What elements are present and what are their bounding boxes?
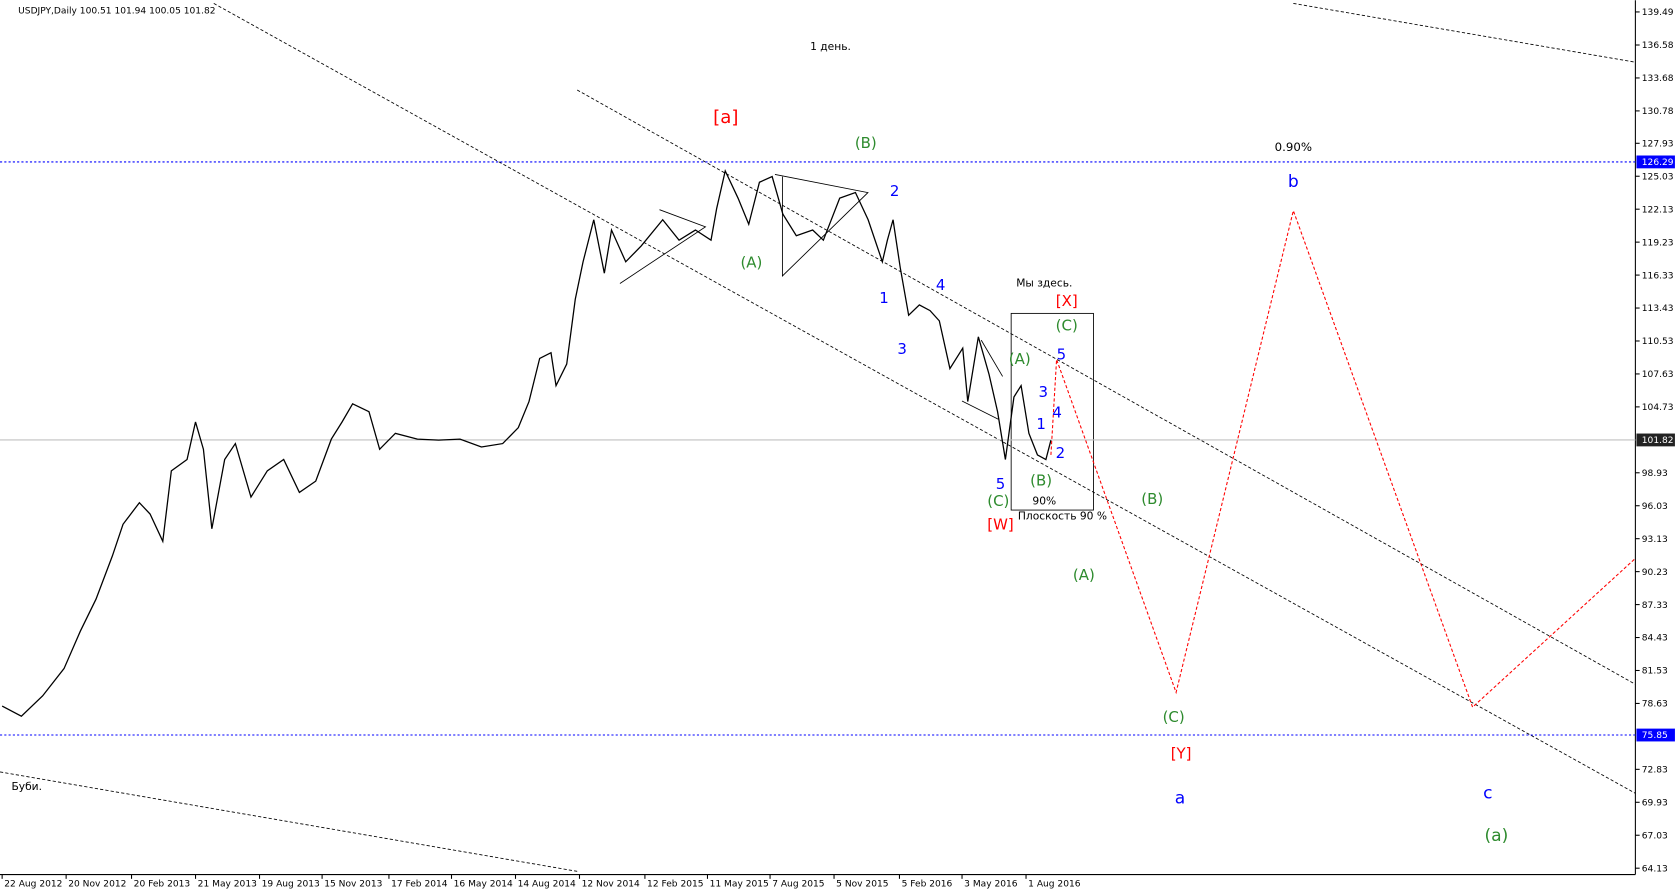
- y-tick-label: 110.53: [1642, 337, 1674, 347]
- y-tick-label: 81.53: [1642, 667, 1668, 677]
- wave-label: (C): [987, 492, 1009, 510]
- wave-label: Буби.: [11, 780, 42, 793]
- wave-label: 90%: [1032, 495, 1056, 508]
- triangle: [619, 209, 707, 284]
- x-tick-label: 14 Aug 2014: [518, 879, 576, 889]
- wave-label: b: [1288, 172, 1299, 192]
- x-tick-label: 20 Feb 2013: [134, 879, 191, 889]
- y-tick-label: 69.93: [1642, 798, 1668, 808]
- x-tick-label: 5 Nov 2015: [836, 879, 888, 889]
- level-label-box: [1636, 155, 1675, 169]
- trend-line: [1293, 2, 1636, 63]
- y-tick-label: 72.83: [1642, 766, 1668, 776]
- wave-label: (B): [1030, 472, 1052, 490]
- y-tick-label: 125.03: [1642, 172, 1674, 182]
- wave-label: (B): [1141, 490, 1163, 508]
- wave-label: [a]: [713, 107, 738, 128]
- y-tick-label: 116.33: [1642, 271, 1674, 281]
- wave-label: 1 день.: [810, 40, 851, 53]
- x-tick-label: 21 May 2013: [198, 879, 257, 889]
- x-tick-label: 15 Nov 2013: [324, 879, 382, 889]
- y-tick-label: 107.63: [1642, 370, 1674, 380]
- wave-label: 5: [1057, 346, 1067, 364]
- wave-label: c: [1483, 783, 1492, 803]
- wave-label: 2: [890, 182, 900, 200]
- y-tick-label: 84.43: [1642, 634, 1668, 644]
- triangle: [980, 339, 1003, 377]
- x-tick-label: 12 Feb 2015: [647, 879, 704, 889]
- x-tick-label: 22 Aug 2012: [4, 879, 62, 889]
- y-tick-label: 104.73: [1642, 403, 1674, 413]
- wave-label: 4: [1052, 403, 1062, 421]
- x-tick-label: 17 Feb 2014: [391, 879, 448, 889]
- triangle: [961, 400, 999, 420]
- wave-label: [X]: [1056, 292, 1078, 310]
- wave-label: 5: [996, 475, 1006, 493]
- projection-line: [1050, 208, 1636, 709]
- x-tick-label: 3 May 2016: [964, 879, 1018, 889]
- y-tick-label: 90.23: [1642, 568, 1668, 578]
- price-line: [1, 168, 1052, 718]
- box: [1010, 312, 1094, 511]
- wave-label: [W]: [987, 516, 1013, 534]
- y-tick-label: 139.49: [1642, 8, 1674, 18]
- wave-label: 4: [936, 276, 946, 294]
- level-label: 101.82: [1642, 436, 1674, 446]
- trend-line: [0, 771, 578, 872]
- y-tick-label: 130.78: [1642, 107, 1674, 117]
- x-tick-label: 19 Aug 2013: [262, 879, 320, 889]
- wave-label: (A): [1009, 350, 1031, 368]
- y-tick-label: 64.13: [1642, 864, 1668, 874]
- wave-label: (a): [1485, 826, 1509, 846]
- y-tick-label: 87.33: [1642, 601, 1668, 611]
- y-tick-label: 93.13: [1642, 535, 1668, 545]
- y-tick-label: 78.63: [1642, 700, 1668, 710]
- x-tick-label: 7 Aug 2015: [772, 879, 824, 889]
- level-label: 126.29: [1642, 158, 1674, 168]
- x-tick-label: 16 May 2014: [454, 879, 513, 889]
- wave-label: 1: [879, 289, 889, 307]
- level-label-box: [1636, 728, 1675, 742]
- wave-label: Плоскость 90 %: [1018, 509, 1107, 522]
- x-tick-label: 20 Nov 2012: [68, 879, 126, 889]
- y-tick-label: 133.68: [1642, 74, 1674, 84]
- trend-line: [576, 89, 1636, 685]
- wave-label: 3: [1038, 383, 1048, 401]
- wave-label: 2: [1056, 444, 1066, 462]
- wave-label: 0.90%: [1275, 140, 1312, 154]
- wave-label: [Y]: [1171, 744, 1192, 762]
- y-tick-label: 136.58: [1642, 41, 1674, 51]
- level-label: 75.85: [1642, 731, 1668, 741]
- x-tick-label: 12 Nov 2014: [582, 879, 640, 889]
- level-label-box: [1636, 433, 1675, 447]
- drawings: [0, 2, 1636, 872]
- wave-label: a: [1175, 789, 1185, 809]
- y-tick-label: 119.23: [1642, 238, 1674, 248]
- wave-label: (C): [1163, 708, 1185, 726]
- y-tick-label: 122.13: [1642, 205, 1674, 215]
- wave-label: (A): [1073, 566, 1095, 584]
- x-tick-label: 11 May 2015: [710, 879, 769, 889]
- y-tick-label: 127.93: [1642, 139, 1674, 149]
- wave-label: 3: [897, 340, 907, 358]
- wave-label: Мы здесь.: [1016, 276, 1072, 289]
- wave-label: (C): [1056, 317, 1078, 335]
- chart-title: USDJPY,Daily 100.51 101.94 100.05 101.82: [18, 6, 215, 16]
- trend-line: [213, 3, 1636, 794]
- x-tick-label: 1 Aug 2016: [1028, 879, 1081, 889]
- x-tick-label: 5 Feb 2016: [902, 879, 953, 889]
- wave-label: (A): [740, 254, 762, 272]
- y-tick-label: 96.03: [1642, 502, 1668, 512]
- y-tick-label: 67.03: [1642, 831, 1668, 841]
- wave-label: (B): [855, 134, 877, 152]
- y-tick-label: 98.93: [1642, 469, 1668, 479]
- y-tick-label: 113.43: [1642, 304, 1674, 314]
- wave-label: 1: [1036, 415, 1046, 433]
